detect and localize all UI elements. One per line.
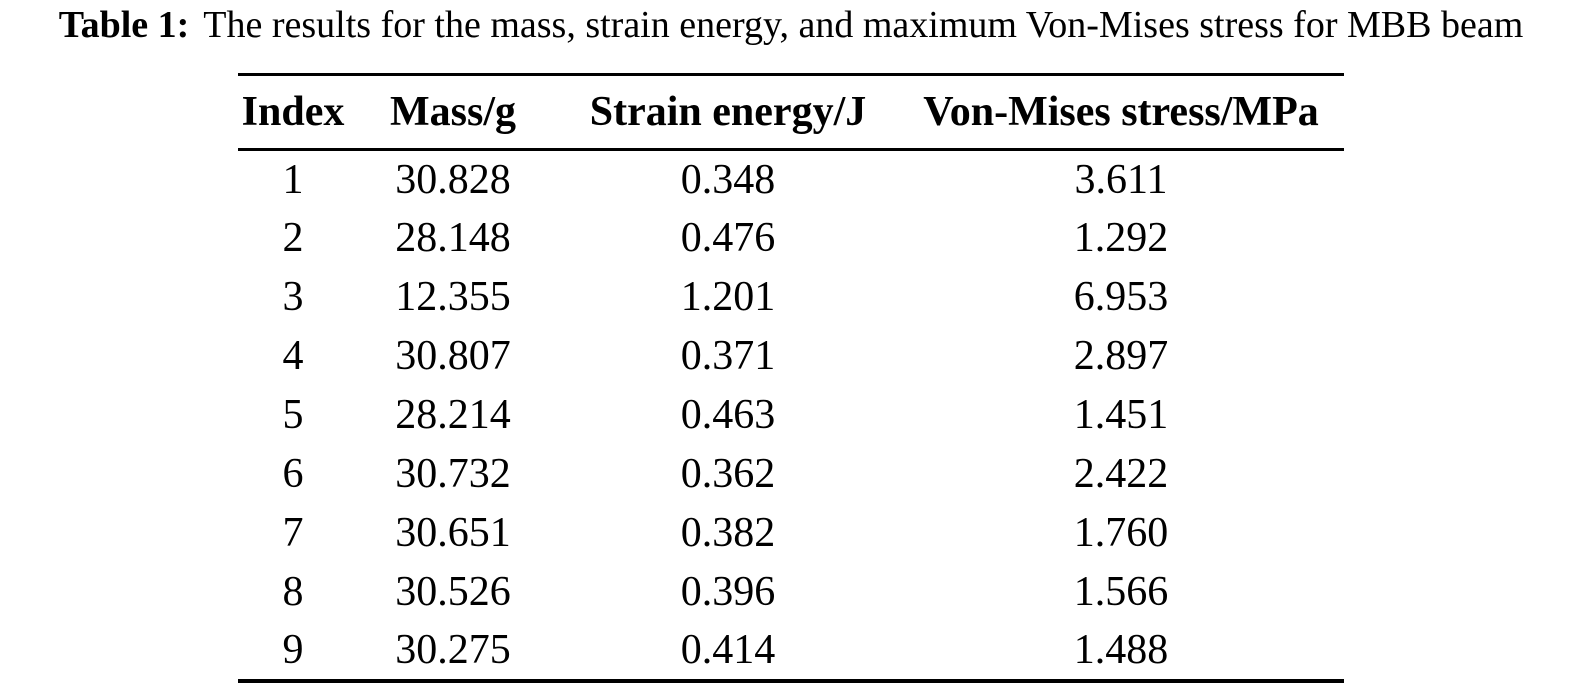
cell-index: 3: [282, 274, 304, 320]
cell-von-mises-stress: 2.422: [1073, 451, 1169, 497]
column-header-von-mises-stress: Von-Mises stress/MPa: [898, 74, 1344, 151]
table-header-row: Index Mass/g Strain energy/J Von-Mises s…: [238, 74, 1344, 151]
table-caption: Table 1: The results for the mass, strain…: [0, 0, 1582, 50]
results-table: Index Mass/g Strain energy/J Von-Mises s…: [238, 73, 1344, 683]
cell-strain-energy: 0.371: [680, 333, 776, 379]
cell-index: 2: [282, 215, 304, 261]
cell-von-mises-stress: 1.488: [1073, 627, 1169, 673]
cell-strain-energy: 0.382: [680, 510, 776, 556]
cell-strain-energy: 0.414: [680, 627, 776, 673]
table-row: 9 30.275 0.414 1.488: [238, 622, 1344, 681]
table-row: 1 30.828 0.348 3.611: [238, 150, 1344, 209]
table-row: 4 30.807 0.371 2.897: [238, 327, 1344, 386]
cell-mass: 30.275: [395, 627, 511, 673]
column-header-strain-energy: Strain energy/J: [558, 74, 898, 151]
cell-index: 8: [282, 569, 304, 615]
cell-mass: 30.828: [395, 156, 511, 203]
cell-strain-energy: 0.362: [680, 451, 776, 497]
cell-mass: 28.214: [395, 392, 511, 438]
cell-von-mises-stress: 6.953: [1073, 274, 1169, 320]
table-row: 6 30.732 0.362 2.422: [238, 445, 1344, 504]
cell-von-mises-stress: 1.292: [1073, 215, 1169, 261]
cell-von-mises-stress: 1.566: [1073, 569, 1169, 615]
cell-index: 6: [282, 451, 304, 497]
cell-von-mises-stress: 1.451: [1073, 392, 1169, 438]
table-caption-text: The results for the mass, strain energy,…: [203, 4, 1524, 46]
cell-mass: 30.651: [395, 510, 511, 556]
cell-mass: 28.148: [395, 215, 511, 261]
cell-strain-energy: 0.348: [680, 156, 776, 203]
table-row: 7 30.651 0.382 1.760: [238, 504, 1344, 563]
cell-strain-energy: 1.201: [680, 274, 776, 320]
cell-strain-energy: 0.463: [680, 392, 776, 438]
cell-index: 9: [282, 627, 304, 673]
cell-mass: 30.807: [395, 333, 511, 379]
cell-index: 1: [282, 156, 304, 203]
table-row: 3 12.355 1.201 6.953: [238, 268, 1344, 327]
cell-von-mises-stress: 1.760: [1073, 510, 1169, 556]
cell-strain-energy: 0.396: [680, 569, 776, 615]
table-row: 5 28.214 0.463 1.451: [238, 386, 1344, 445]
cell-index: 4: [282, 333, 304, 379]
cell-index: 7: [282, 510, 304, 556]
cell-mass: 30.732: [395, 451, 511, 497]
cell-strain-energy: 0.476: [680, 215, 776, 261]
cell-von-mises-stress: 3.611: [1074, 156, 1168, 203]
cell-mass: 30.526: [395, 569, 511, 615]
table-caption-label: Table 1:: [58, 4, 190, 46]
table-row: 2 28.148 0.476 1.292: [238, 209, 1344, 268]
column-header-index: Index: [238, 74, 348, 151]
column-header-mass: Mass/g: [348, 74, 558, 151]
table-row: 8 30.526 0.396 1.566: [238, 563, 1344, 622]
cell-von-mises-stress: 2.897: [1073, 333, 1169, 379]
cell-index: 5: [282, 392, 304, 438]
cell-mass: 12.355: [395, 274, 511, 320]
